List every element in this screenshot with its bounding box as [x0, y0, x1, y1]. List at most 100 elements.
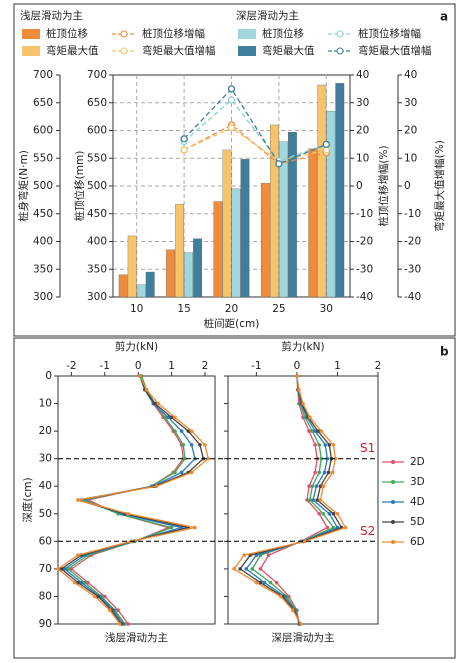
marker	[206, 456, 211, 461]
y-tick-label: 50	[39, 508, 52, 520]
line	[233, 375, 347, 625]
marker	[305, 498, 309, 502]
marker	[232, 567, 236, 571]
x-tick-label: -1	[251, 360, 261, 372]
x-tick-label: 30	[320, 303, 333, 315]
y-tick-label: 350	[87, 263, 107, 275]
marker	[180, 135, 188, 143]
marker	[154, 484, 159, 489]
marker	[333, 456, 338, 461]
marker	[126, 622, 130, 626]
marker	[303, 539, 307, 544]
marker	[317, 443, 322, 447]
marker	[138, 374, 142, 378]
y2-tick-label: 20	[356, 125, 369, 137]
marker	[86, 580, 90, 585]
bar	[127, 235, 137, 298]
marker	[317, 511, 322, 516]
legend-label: 4D	[410, 496, 425, 508]
marker	[76, 498, 80, 502]
marker	[117, 622, 122, 626]
legend-label: 5D	[410, 516, 425, 528]
marker	[313, 443, 317, 447]
marker	[291, 608, 295, 613]
marker	[258, 580, 263, 585]
bar	[231, 188, 241, 298]
y-tick-label: 80	[39, 590, 52, 602]
marker	[331, 511, 336, 516]
x-tick-label: 0	[135, 360, 142, 372]
marker	[183, 456, 187, 461]
marker	[278, 594, 283, 599]
marker	[189, 443, 194, 447]
panel-title: 浅层滑动为主	[105, 631, 168, 644]
marker	[203, 443, 207, 447]
y2-tick-label: 10	[404, 152, 417, 164]
marker	[275, 160, 283, 168]
legend-marker	[391, 460, 395, 464]
marker	[319, 456, 324, 461]
line	[183, 126, 327, 162]
y2-tick-label: 0	[404, 180, 411, 192]
panel-a-frame	[13, 3, 456, 337]
legend-marker	[391, 520, 395, 524]
bar	[175, 204, 185, 298]
marker	[258, 567, 263, 571]
marker	[242, 553, 247, 557]
marker	[166, 415, 171, 420]
marker	[327, 443, 332, 447]
marker	[314, 484, 319, 489]
y-tick-label: 30	[39, 453, 52, 465]
marker	[153, 401, 157, 406]
legend-marker	[336, 30, 344, 38]
y2-tick-label: -30	[356, 263, 373, 275]
marker	[317, 470, 322, 475]
x-tick-label: 10	[130, 303, 143, 315]
legend-swatch	[22, 46, 40, 56]
marker	[319, 429, 324, 433]
marker	[308, 498, 312, 502]
y2-tick-label: -30	[404, 263, 421, 275]
x-axis-title: 桩间距(cm)	[204, 317, 260, 330]
y-tick-label: 550	[87, 152, 107, 164]
marker	[169, 525, 174, 530]
y-tick-label: 700	[33, 69, 53, 81]
x-tick-label: -2	[66, 360, 76, 372]
legend-marker	[391, 540, 395, 544]
marker	[268, 580, 273, 585]
legend-label: 弯矩最大值增幅	[358, 44, 432, 57]
marker	[163, 415, 167, 420]
marker	[179, 429, 184, 433]
marker	[181, 443, 186, 447]
marker	[189, 470, 194, 475]
slip-label: S2	[360, 524, 375, 538]
marker	[76, 553, 80, 557]
marker	[308, 415, 312, 420]
y-tick-label: 60	[39, 535, 52, 547]
x-tick-label: 2	[375, 360, 382, 372]
x-tick-label: 1	[334, 360, 341, 372]
marker	[330, 470, 335, 475]
marker	[227, 124, 236, 132]
y2-tick-label: -40	[356, 291, 373, 303]
panel-label: b	[440, 345, 449, 359]
x-tick-label: 15	[177, 303, 190, 315]
marker	[297, 387, 301, 392]
marker	[227, 85, 236, 93]
marker	[198, 443, 202, 447]
bar	[166, 249, 176, 298]
x-tick-label: 20	[225, 303, 238, 315]
y2-tick-label: 10	[356, 152, 369, 164]
legend-label: 6D	[410, 536, 425, 548]
y2-tick-label: -10	[356, 208, 373, 220]
marker	[189, 429, 194, 433]
panel-label: a	[440, 10, 448, 24]
marker	[72, 580, 77, 585]
marker	[193, 525, 197, 530]
marker	[244, 567, 249, 571]
y-axis-title: 深度(cm)	[21, 477, 34, 522]
bar	[118, 274, 128, 298]
marker	[311, 498, 315, 502]
marker	[274, 580, 279, 585]
y-tick-label: 500	[33, 180, 53, 192]
